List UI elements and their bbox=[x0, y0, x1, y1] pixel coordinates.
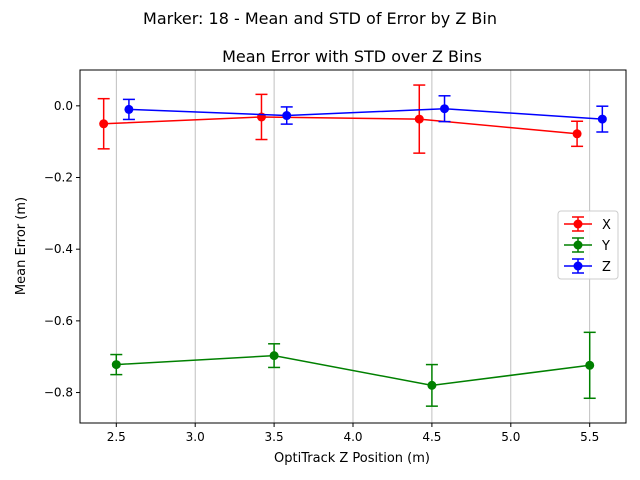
line-y bbox=[116, 354, 590, 387]
y-axis-ticks: 0.0 −0.2 −0.4 −0.6 −0.8 bbox=[44, 99, 80, 400]
legend-label-x: X bbox=[602, 218, 611, 233]
point-x bbox=[99, 119, 109, 129]
legend-entry-y: Y bbox=[564, 237, 610, 254]
x-tick-label: 4.5 bbox=[422, 430, 441, 444]
legend-entry-x: X bbox=[564, 216, 611, 233]
point-z bbox=[282, 111, 292, 121]
legend-marker-y bbox=[573, 240, 583, 250]
x-tick-label: 3.0 bbox=[186, 430, 205, 444]
legend-marker-x bbox=[573, 219, 583, 229]
legend-label-z: Z bbox=[602, 260, 611, 275]
y-tick-label: 0.0 bbox=[54, 99, 73, 113]
point-y bbox=[111, 360, 121, 370]
series-x bbox=[97, 84, 584, 154]
point-z bbox=[440, 104, 450, 114]
line-z bbox=[128, 107, 603, 120]
x-tick-label: 3.5 bbox=[265, 430, 284, 444]
grid-layer bbox=[115, 70, 591, 423]
series-z bbox=[122, 95, 609, 133]
x-axis-label: OptiTrack Z Position (m) bbox=[274, 451, 430, 466]
legend-entry-z: Z bbox=[564, 258, 611, 275]
point-x bbox=[414, 114, 424, 124]
series-y bbox=[110, 331, 596, 407]
series-layer bbox=[97, 84, 609, 407]
y-axis-label: Mean Error (m) bbox=[14, 197, 29, 295]
x-tick-label: 5.0 bbox=[501, 430, 520, 444]
legend: XYZ bbox=[557, 210, 619, 280]
y-tick-label: −0.6 bbox=[44, 314, 73, 328]
y-tick-label: −0.8 bbox=[44, 386, 73, 400]
legend-marker-z bbox=[573, 261, 583, 271]
y-tick-label: −0.2 bbox=[44, 171, 73, 185]
point-x bbox=[572, 129, 582, 139]
x-tick-label: 4.0 bbox=[343, 430, 362, 444]
point-z bbox=[124, 104, 134, 114]
x-tick-label: 5.5 bbox=[580, 430, 599, 444]
line-x bbox=[103, 116, 578, 135]
x-tick-label: 2.5 bbox=[107, 430, 126, 444]
x-axis-ticks: 2.5 3.0 3.5 4.0 4.5 5.0 5.5 bbox=[107, 423, 599, 444]
point-y bbox=[585, 360, 595, 370]
y-tick-label: −0.4 bbox=[44, 242, 73, 256]
chart-title: Mean Error with STD over Z Bins bbox=[222, 47, 482, 66]
legend-label-y: Y bbox=[601, 239, 610, 254]
point-z bbox=[597, 114, 607, 124]
point-y bbox=[427, 380, 437, 390]
figure-suptitle: Marker: 18 - Mean and STD of Error by Z … bbox=[143, 9, 497, 28]
point-y bbox=[269, 351, 279, 361]
